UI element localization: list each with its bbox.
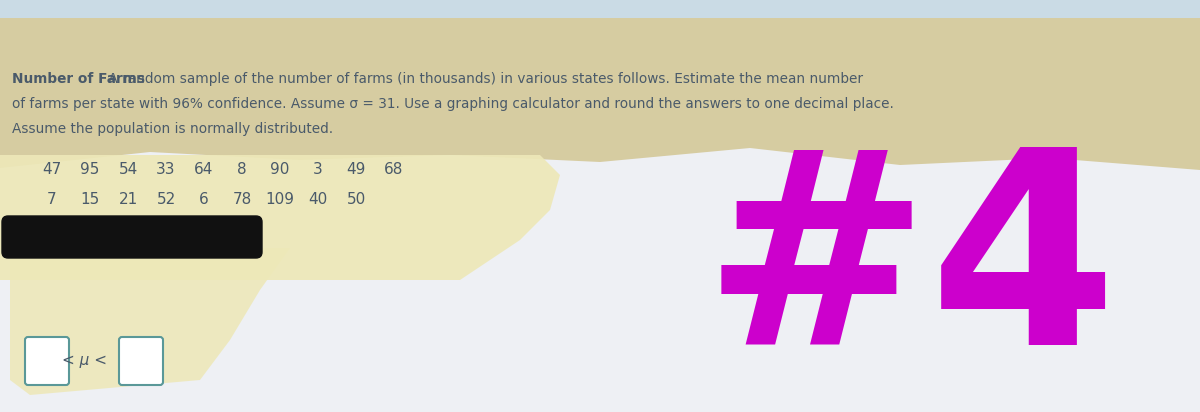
- Text: 8: 8: [238, 162, 247, 177]
- Text: 78: 78: [233, 192, 252, 207]
- Text: 90: 90: [270, 162, 289, 177]
- Text: 52: 52: [156, 192, 175, 207]
- Text: 95: 95: [80, 162, 100, 177]
- Text: A random sample of the number of farms (in thousands) in various states follows.: A random sample of the number of farms (…: [103, 72, 863, 86]
- Text: 68: 68: [384, 162, 403, 177]
- Text: 3: 3: [313, 162, 323, 177]
- Text: Number of Farms: Number of Farms: [12, 72, 145, 86]
- Text: 15: 15: [80, 192, 100, 207]
- Text: 40: 40: [308, 192, 328, 207]
- Text: of farms per state with 96% confidence. Assume σ = 31. Use a graphing calculator: of farms per state with 96% confidence. …: [12, 97, 894, 111]
- Text: 109: 109: [265, 192, 294, 207]
- Text: Assume the population is normally distributed.: Assume the population is normally distri…: [12, 122, 334, 136]
- Text: #4: #4: [702, 139, 1117, 401]
- Polygon shape: [0, 0, 1200, 18]
- FancyBboxPatch shape: [25, 337, 70, 385]
- Text: 47: 47: [42, 162, 61, 177]
- FancyBboxPatch shape: [119, 337, 163, 385]
- Text: 49: 49: [347, 162, 366, 177]
- Text: 21: 21: [119, 192, 138, 207]
- Polygon shape: [10, 248, 290, 395]
- Text: 7: 7: [47, 192, 56, 207]
- FancyBboxPatch shape: [2, 216, 262, 258]
- Polygon shape: [0, 155, 560, 280]
- Text: < μ <: < μ <: [62, 353, 108, 368]
- Text: 64: 64: [194, 162, 214, 177]
- Text: 6: 6: [199, 192, 209, 207]
- Text: 54: 54: [119, 162, 138, 177]
- Text: 33: 33: [156, 162, 175, 177]
- Polygon shape: [0, 18, 1200, 170]
- Text: 50: 50: [347, 192, 366, 207]
